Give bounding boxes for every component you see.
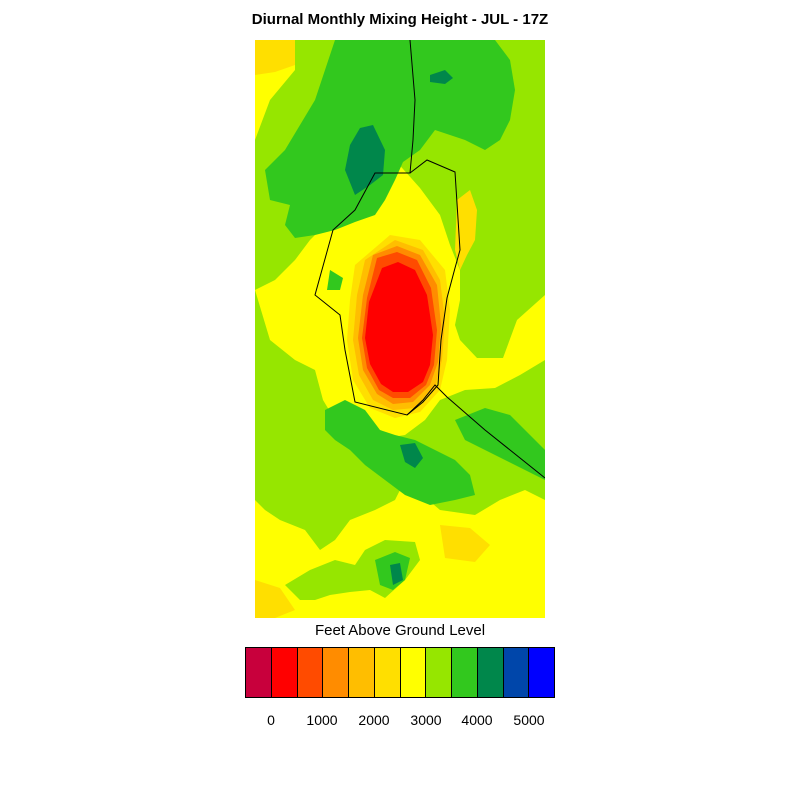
- dark-green-patch-bottom: [390, 563, 403, 585]
- tick-label-0: 0: [267, 712, 275, 728]
- orange-patch-topleft: [255, 40, 295, 75]
- colorbar-swatch: [503, 648, 530, 697]
- lake-outline: [406, 159, 461, 416]
- dark-green-patch-north: [430, 70, 453, 84]
- tick-label-1000: 1000: [306, 712, 338, 728]
- green-region-east: [455, 408, 545, 480]
- colorbar-swatch: [349, 648, 375, 697]
- high-mixing-core: [365, 262, 433, 392]
- contour-map: [255, 40, 545, 618]
- dark-green-patch-south: [400, 443, 423, 468]
- colorbar-swatch: [426, 648, 452, 697]
- colorbar-swatch: [529, 648, 554, 697]
- colorbar-swatch: [246, 648, 272, 697]
- colorbar-swatch: [374, 648, 401, 697]
- colorbar-swatch: [452, 648, 478, 697]
- green-region-mid: [325, 400, 475, 505]
- tick-label-3000: 3000: [410, 712, 442, 728]
- green-region-north: [265, 40, 515, 238]
- colorbar-swatch: [323, 648, 349, 697]
- colorbar: [245, 647, 555, 698]
- green-region-small-west: [327, 270, 343, 290]
- state-boundary-line: [314, 40, 545, 479]
- orange-patch-bottommid: [440, 525, 490, 562]
- colorbar-swatch: [297, 648, 324, 697]
- tick-label-2000: 2000: [358, 712, 390, 728]
- chart-title: Diurnal Monthly Mixing Height - JUL - 17…: [251, 11, 549, 28]
- colorbar-tick-labels: 0 1000 2000 3000 4000 5000: [0, 712, 800, 732]
- colorbar-swatch: [271, 648, 298, 697]
- colorbar-swatch: [400, 648, 427, 697]
- colorbar-swatch: [477, 648, 504, 697]
- dark-green-patch-west: [345, 125, 385, 195]
- orange-patch-bottomleft: [255, 580, 295, 618]
- tick-label-4000: 4000: [461, 712, 493, 728]
- tick-label-5000: 5000: [513, 712, 545, 728]
- colorbar-title: Feet Above Ground Level: [314, 622, 486, 639]
